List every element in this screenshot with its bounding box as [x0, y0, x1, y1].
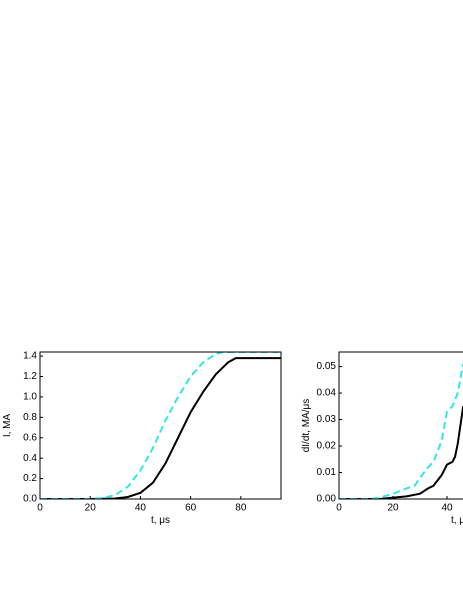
- x-tick-label: 60: [185, 503, 197, 514]
- plot-frame: [338, 351, 463, 500]
- y-tick-label: 0.04: [317, 388, 337, 399]
- y-tick-label: 0.05: [317, 361, 337, 372]
- y-axis-label: dI/dt, MA/μs: [301, 399, 312, 453]
- x-tick-label: 40: [441, 503, 453, 514]
- y-tick-label: 0.0: [23, 494, 37, 505]
- data-line: [40, 357, 281, 499]
- y-tick-label: 1.0: [23, 392, 37, 403]
- y-tick-label: 1.4: [23, 351, 37, 362]
- y-axis-label: I, MA: [2, 414, 13, 438]
- data-line: [40, 352, 281, 499]
- x-axis-label: t, μs: [451, 515, 463, 526]
- chart: 0 20 40 60 80 0.0 0.2 0.4 0.6 0.8 1.0 1.2 1.4 t, μs I,…: [2, 351, 282, 526]
- data-line: [339, 406, 463, 499]
- plot-frame: [39, 351, 282, 500]
- y-tick-label: 0.03: [317, 414, 337, 425]
- y-tick-label: 0.6: [23, 432, 37, 443]
- x-tick-label: 0: [336, 503, 342, 514]
- chart: 0 20 40 0.00 0.01 0.02 0.03 0.04 0.05 t, μs dI/dt,…: [301, 351, 463, 526]
- y-tick-label: 0.2: [23, 473, 37, 484]
- y-tick-label: 0.4: [23, 453, 37, 464]
- y-tick-label: 0.8: [23, 412, 37, 423]
- y-tick-label: 0.01: [317, 467, 337, 478]
- y-tick-label: 0.00: [317, 494, 337, 505]
- x-tick-label: 0: [37, 503, 43, 514]
- x-axis-label: t, μs: [151, 515, 170, 526]
- x-tick-label: 40: [135, 503, 147, 514]
- y-tick-label: 1.2: [23, 371, 37, 382]
- y-tick-label: 0.02: [317, 441, 337, 452]
- x-tick-label: 80: [235, 503, 247, 514]
- x-tick-label: 20: [387, 503, 399, 514]
- data-line: [339, 363, 463, 499]
- x-tick-label: 20: [85, 503, 97, 514]
